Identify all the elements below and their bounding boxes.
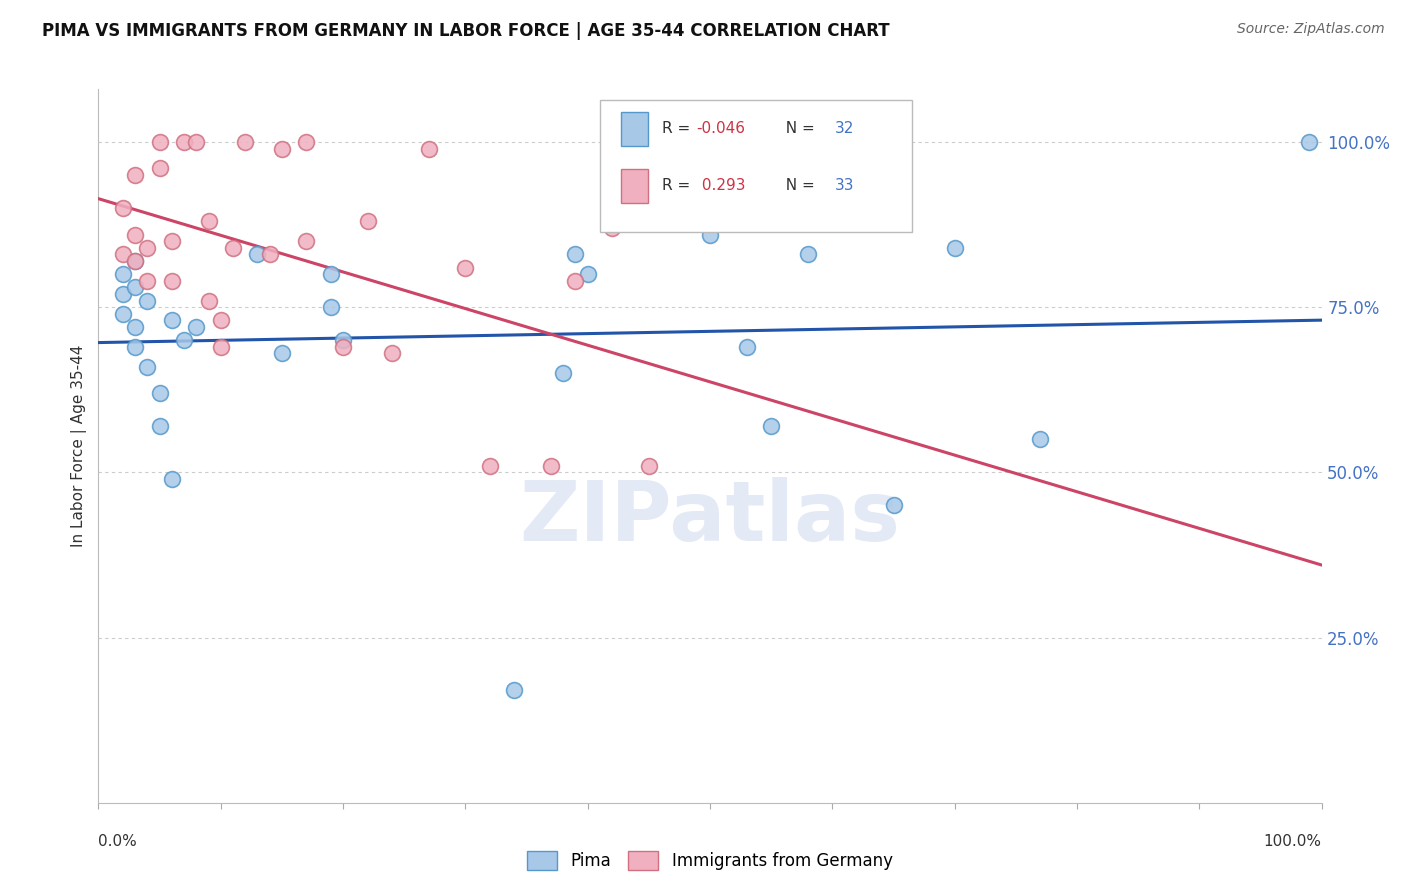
Point xyxy=(454,260,477,275)
Y-axis label: In Labor Force | Age 35-44: In Labor Force | Age 35-44 xyxy=(72,345,87,547)
Point xyxy=(564,274,586,288)
Point xyxy=(1029,433,1052,447)
Point xyxy=(295,234,318,248)
Point xyxy=(160,472,183,486)
Point xyxy=(222,241,245,255)
Text: 0.0%: 0.0% xyxy=(98,834,138,848)
Point xyxy=(209,313,232,327)
Point xyxy=(197,293,219,308)
Point xyxy=(553,367,575,381)
Point xyxy=(638,458,661,473)
Point xyxy=(209,340,232,354)
Point xyxy=(149,419,172,434)
Point xyxy=(332,340,354,354)
Point xyxy=(111,267,134,281)
Point xyxy=(186,320,208,334)
Point xyxy=(111,307,134,321)
Point xyxy=(149,161,172,176)
Point xyxy=(136,241,159,255)
Point xyxy=(259,247,281,261)
Point xyxy=(124,320,146,334)
Text: R =: R = xyxy=(662,178,696,193)
Legend: Pima, Immigrants from Germany: Pima, Immigrants from Germany xyxy=(520,844,900,877)
Point xyxy=(173,333,195,347)
Point xyxy=(699,227,721,242)
Point xyxy=(136,293,159,308)
Point xyxy=(478,458,501,473)
Text: ZIPatlas: ZIPatlas xyxy=(520,477,900,558)
Point xyxy=(246,247,269,261)
Point xyxy=(600,221,623,235)
Point xyxy=(540,458,562,473)
Point xyxy=(503,683,526,698)
Point xyxy=(576,267,599,281)
Point xyxy=(124,227,146,242)
Point xyxy=(124,168,146,182)
Point xyxy=(233,135,256,149)
Point xyxy=(797,247,820,261)
Point xyxy=(149,135,172,149)
Point xyxy=(270,346,294,360)
Text: 32: 32 xyxy=(835,121,855,136)
Point xyxy=(124,254,146,268)
Point xyxy=(564,247,586,261)
Point xyxy=(381,346,404,360)
Point xyxy=(124,340,146,354)
Text: 0.293: 0.293 xyxy=(696,178,745,193)
Text: N =: N = xyxy=(776,121,820,136)
Text: Source: ZipAtlas.com: Source: ZipAtlas.com xyxy=(1237,22,1385,37)
Point xyxy=(149,386,172,401)
Point xyxy=(319,300,342,314)
Point xyxy=(173,135,195,149)
Point xyxy=(1298,135,1320,149)
Point xyxy=(332,333,354,347)
Text: 33: 33 xyxy=(835,178,855,193)
FancyBboxPatch shape xyxy=(600,100,912,232)
Point xyxy=(136,274,159,288)
Point xyxy=(943,241,966,255)
Point xyxy=(136,359,159,374)
Point xyxy=(295,135,318,149)
Text: N =: N = xyxy=(776,178,820,193)
Bar xyxy=(620,112,648,146)
Text: 100.0%: 100.0% xyxy=(1264,834,1322,848)
Text: PIMA VS IMMIGRANTS FROM GERMANY IN LABOR FORCE | AGE 35-44 CORRELATION CHART: PIMA VS IMMIGRANTS FROM GERMANY IN LABOR… xyxy=(42,22,890,40)
Point xyxy=(111,247,134,261)
Bar xyxy=(620,169,648,203)
Point xyxy=(883,499,905,513)
Point xyxy=(418,142,440,156)
Point xyxy=(186,135,208,149)
Point xyxy=(111,287,134,301)
Point xyxy=(111,201,134,215)
Point xyxy=(356,214,378,228)
Point xyxy=(124,254,146,268)
Point xyxy=(124,280,146,294)
Text: -0.046: -0.046 xyxy=(696,121,745,136)
Point xyxy=(160,234,183,248)
Point xyxy=(319,267,342,281)
Point xyxy=(761,419,783,434)
Point xyxy=(160,313,183,327)
Point xyxy=(735,340,758,354)
Point xyxy=(197,214,219,228)
Point xyxy=(160,274,183,288)
Text: R =: R = xyxy=(662,121,696,136)
Point xyxy=(270,142,294,156)
